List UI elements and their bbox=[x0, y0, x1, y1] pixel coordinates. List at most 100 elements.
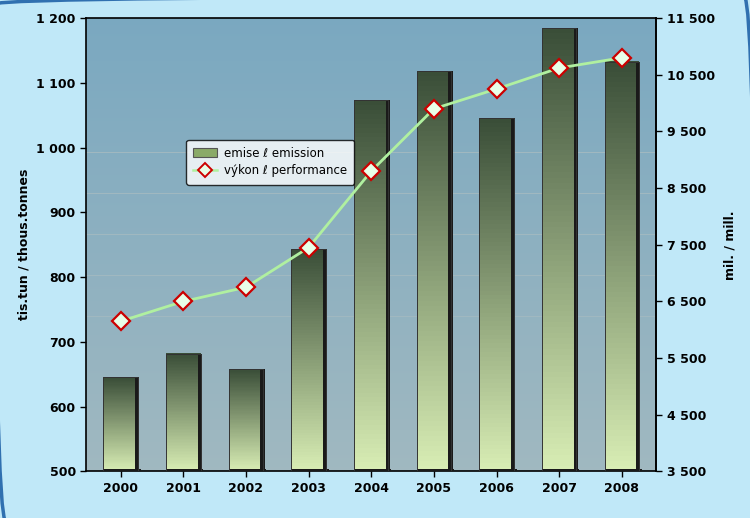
Bar bbox=[86, 408, 656, 410]
Bar bbox=[292, 333, 326, 335]
Bar bbox=[86, 289, 656, 292]
Bar bbox=[86, 182, 656, 184]
Bar bbox=[86, 166, 656, 168]
Bar bbox=[292, 441, 326, 443]
Bar bbox=[86, 360, 656, 362]
Bar bbox=[417, 356, 451, 362]
Bar bbox=[354, 105, 388, 110]
Bar bbox=[479, 127, 514, 132]
Bar bbox=[354, 434, 388, 439]
Bar bbox=[417, 236, 451, 241]
Bar bbox=[86, 282, 656, 284]
Bar bbox=[354, 355, 388, 360]
Bar bbox=[86, 437, 656, 439]
Bar bbox=[417, 101, 451, 106]
Bar bbox=[354, 179, 388, 184]
Bar bbox=[604, 169, 639, 174]
Bar bbox=[86, 296, 656, 298]
Bar bbox=[542, 283, 577, 289]
Bar bbox=[229, 439, 263, 441]
Bar bbox=[479, 454, 514, 458]
Bar bbox=[229, 396, 263, 397]
Bar bbox=[104, 434, 138, 435]
Bar bbox=[292, 427, 326, 430]
Bar bbox=[542, 433, 577, 438]
Bar bbox=[166, 421, 200, 423]
Bar bbox=[229, 414, 263, 415]
Bar bbox=[417, 146, 451, 151]
Bar bbox=[104, 397, 138, 399]
Bar bbox=[292, 371, 326, 374]
Bar bbox=[354, 184, 388, 189]
Bar bbox=[292, 329, 326, 333]
Bar bbox=[104, 387, 138, 388]
Bar bbox=[292, 263, 326, 266]
Bar bbox=[417, 401, 451, 406]
Bar bbox=[229, 440, 263, 442]
Bar bbox=[292, 260, 326, 263]
Bar bbox=[86, 59, 656, 62]
Bar bbox=[86, 428, 656, 430]
Bar bbox=[417, 231, 451, 236]
Bar bbox=[166, 384, 200, 386]
Bar bbox=[542, 117, 577, 122]
Bar bbox=[104, 408, 138, 409]
Bar bbox=[229, 402, 263, 404]
Bar bbox=[292, 338, 326, 341]
Bar bbox=[292, 268, 326, 271]
Bar bbox=[104, 398, 138, 400]
Bar bbox=[86, 196, 656, 198]
Bar bbox=[86, 57, 656, 59]
Bar bbox=[542, 155, 577, 161]
Bar bbox=[86, 41, 656, 43]
Bar bbox=[86, 223, 656, 225]
Bar bbox=[86, 314, 656, 316]
Bar bbox=[604, 440, 639, 446]
Bar bbox=[229, 373, 263, 374]
Bar bbox=[542, 177, 577, 183]
Bar bbox=[86, 364, 656, 367]
Bar bbox=[604, 77, 639, 82]
Bar bbox=[604, 374, 639, 379]
Bar bbox=[542, 366, 577, 371]
Bar bbox=[166, 469, 203, 471]
Bar bbox=[86, 209, 656, 212]
Bar bbox=[292, 469, 328, 471]
Bar bbox=[86, 312, 656, 314]
Bar bbox=[604, 328, 639, 333]
Bar bbox=[104, 463, 138, 464]
Bar bbox=[292, 429, 326, 433]
Bar bbox=[542, 361, 577, 366]
Bar bbox=[542, 44, 577, 50]
Bar bbox=[86, 385, 656, 387]
Bar bbox=[417, 346, 451, 351]
Bar bbox=[86, 328, 656, 330]
Bar bbox=[166, 452, 200, 454]
Bar bbox=[542, 39, 577, 45]
Bar bbox=[104, 388, 138, 389]
Bar bbox=[542, 455, 577, 461]
Bar bbox=[604, 410, 639, 415]
Bar bbox=[542, 322, 577, 327]
Bar bbox=[354, 225, 388, 230]
Bar bbox=[354, 425, 388, 429]
Bar bbox=[292, 377, 326, 380]
Bar bbox=[417, 396, 451, 401]
Bar bbox=[86, 203, 656, 205]
Bar bbox=[417, 351, 451, 356]
Bar bbox=[479, 171, 514, 176]
Bar bbox=[479, 463, 514, 467]
Bar bbox=[604, 112, 639, 118]
Bar bbox=[417, 311, 451, 316]
Bar bbox=[542, 194, 577, 200]
Bar bbox=[104, 454, 138, 455]
Bar bbox=[542, 377, 577, 383]
Bar bbox=[479, 304, 514, 308]
Bar bbox=[417, 466, 451, 471]
Bar bbox=[354, 239, 388, 244]
Bar bbox=[354, 420, 388, 425]
Bar bbox=[479, 343, 514, 348]
Bar bbox=[86, 430, 656, 433]
Bar bbox=[104, 469, 141, 471]
Bar bbox=[104, 433, 138, 434]
